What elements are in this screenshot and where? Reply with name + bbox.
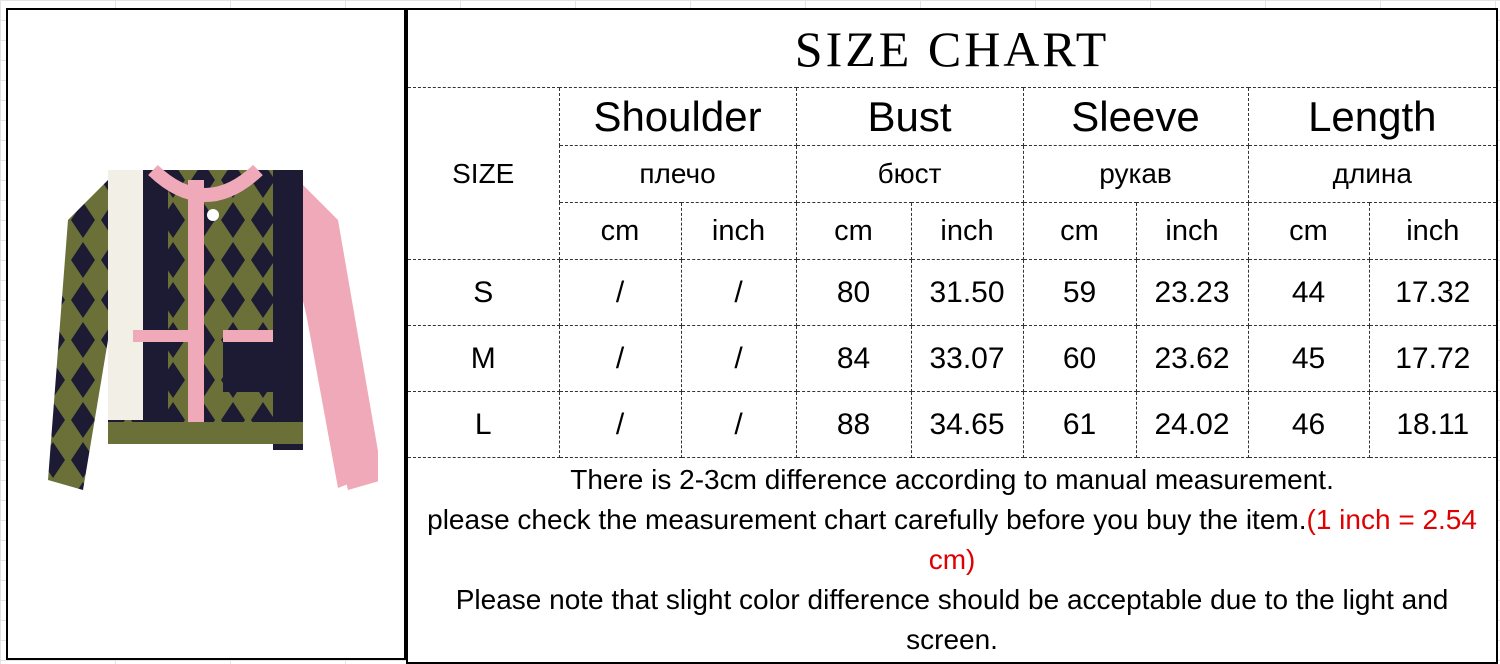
- header-length-ru: длина: [1247, 145, 1498, 203]
- cell: 34.65: [910, 391, 1024, 458]
- header-bust-ru: бюст: [795, 145, 1024, 203]
- unit-cm: cm: [1022, 202, 1137, 260]
- size-label: S: [406, 259, 560, 326]
- cell: /: [558, 259, 682, 326]
- cell: /: [558, 325, 682, 392]
- cell: 60: [1022, 325, 1137, 392]
- cell: 24.02: [1135, 391, 1249, 458]
- header-sleeve: Sleeve: [1022, 87, 1249, 146]
- cell: 59: [1022, 259, 1137, 326]
- cell: 33.07: [910, 325, 1024, 392]
- cell: 31.50: [910, 259, 1024, 326]
- size-label: L: [406, 391, 560, 458]
- cell: 17.32: [1368, 259, 1498, 326]
- unit-cm: cm: [1247, 202, 1370, 260]
- table-row: M / / 84 33.07 60 23.62 45 17.72: [406, 325, 1498, 392]
- header-shoulder-ru: плечо: [558, 145, 797, 203]
- note-line-2-text: please check the measurement chart caref…: [427, 504, 1307, 535]
- header-length: Length: [1247, 87, 1498, 146]
- cell: 88: [795, 391, 912, 458]
- note-line-3: Please note that slight color difference…: [455, 584, 1449, 655]
- cell: /: [680, 325, 797, 392]
- header-shoulder: Shoulder: [558, 87, 797, 146]
- table-row: L / / 88 34.65 61 24.02 46 18.11: [406, 391, 1498, 458]
- unit-inch: inch: [680, 202, 797, 260]
- cell: 80: [795, 259, 912, 326]
- cell: 45: [1247, 325, 1370, 392]
- cell: 23.23: [1135, 259, 1249, 326]
- unit-cm: cm: [558, 202, 682, 260]
- cell: 17.72: [1368, 325, 1498, 392]
- cardigan-image: [48, 164, 378, 490]
- cell: 61: [1022, 391, 1137, 458]
- cell: 84: [795, 325, 912, 392]
- cell: /: [558, 391, 682, 458]
- unit-inch: inch: [1135, 202, 1249, 260]
- cell: 46: [1247, 391, 1370, 458]
- cell: 18.11: [1368, 391, 1498, 458]
- note-line-1: There is 2-3cm difference according to m…: [570, 464, 1334, 495]
- cell: /: [680, 259, 797, 326]
- unit-inch: inch: [910, 202, 1024, 260]
- size-label: M: [406, 325, 560, 392]
- size-chart-table: SIZE CHART SIZE Shoulder Bust Sleeve Len…: [406, 8, 1499, 664]
- cell: 23.62: [1135, 325, 1249, 392]
- header-sleeve-ru: рукав: [1022, 145, 1249, 203]
- size-header: SIZE: [406, 87, 560, 260]
- header-bust: Bust: [795, 87, 1024, 146]
- cell: 44: [1247, 259, 1370, 326]
- chart-title: SIZE CHART: [406, 8, 1498, 88]
- note-line-2: please check the measurement chart caref…: [412, 500, 1492, 580]
- product-photo: [6, 8, 406, 660]
- table-row: S / / 80 31.50 59 23.23 44 17.32: [406, 259, 1498, 326]
- unit-inch: inch: [1368, 202, 1498, 260]
- cell: /: [680, 391, 797, 458]
- unit-cm: cm: [795, 202, 912, 260]
- notes: There is 2-3cm difference according to m…: [406, 457, 1498, 664]
- conversion-note: (1 inch = 2.54 cm): [928, 504, 1477, 575]
